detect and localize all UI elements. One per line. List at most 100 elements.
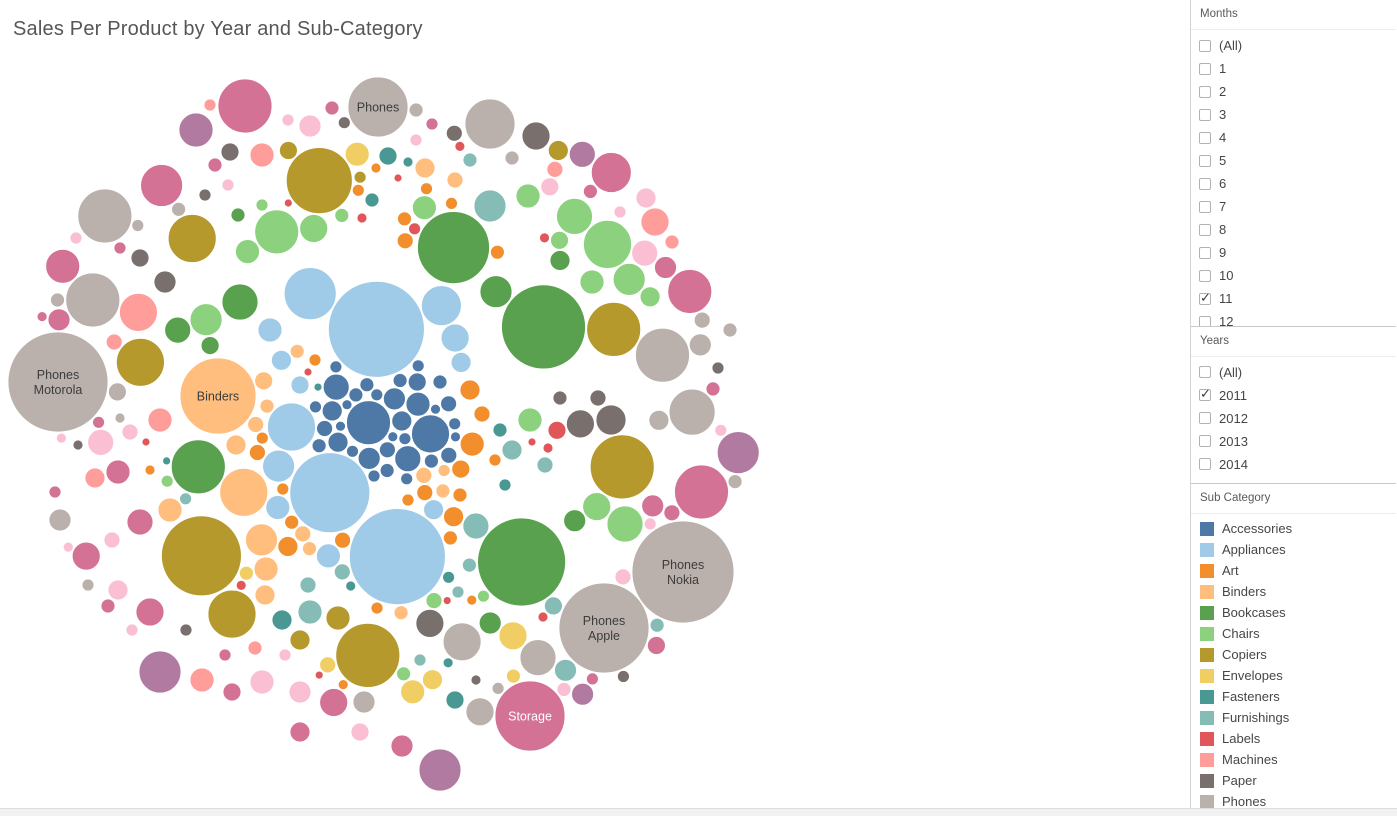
bubble[interactable]: [614, 568, 632, 586]
bubble[interactable]: [222, 682, 242, 702]
bubble[interactable]: [405, 391, 431, 417]
legend-item-copiers[interactable]: Copiers: [1191, 644, 1396, 665]
bubble[interactable]: [571, 682, 594, 706]
bubble[interactable]: [335, 623, 401, 688]
month-option-4[interactable]: 4: [1191, 126, 1396, 149]
bubble[interactable]: [445, 196, 458, 210]
bubble[interactable]: [437, 464, 451, 477]
bubble[interactable]: [353, 170, 367, 184]
bubble[interactable]: [179, 623, 193, 637]
bubble[interactable]: [394, 445, 422, 473]
bubble[interactable]: [283, 198, 293, 208]
bubble[interactable]: [100, 598, 116, 614]
bubble[interactable]: [647, 636, 666, 655]
bubble[interactable]: [519, 639, 557, 676]
bubble[interactable]: [393, 173, 403, 183]
legend-item-binders[interactable]: Binders: [1191, 581, 1396, 602]
bubble[interactable]: [48, 508, 72, 532]
bubble[interactable]: [62, 541, 74, 553]
bubble[interactable]: [299, 214, 329, 243]
bubble[interactable]: [345, 580, 357, 592]
checkbox[interactable]: [1199, 39, 1211, 52]
bubble[interactable]: [370, 162, 382, 174]
bubble[interactable]: [221, 283, 259, 321]
bubble[interactable]: [568, 140, 596, 168]
bubble[interactable]: [200, 336, 220, 356]
bubble[interactable]: [411, 359, 425, 373]
bubble[interactable]: [566, 409, 595, 439]
bubble[interactable]: [278, 141, 298, 160]
bubble[interactable]: [506, 668, 521, 684]
bubble[interactable]: [230, 207, 246, 223]
bubble[interactable]: [451, 585, 465, 599]
bubble[interactable]: [348, 387, 364, 403]
bubble[interactable]: [415, 466, 433, 484]
bubble[interactable]: [267, 402, 316, 452]
bubble[interactable]: [315, 543, 341, 569]
bubble[interactable]: [92, 415, 105, 429]
bubble[interactable]: [420, 285, 462, 327]
legend-item-chairs[interactable]: Chairs: [1191, 623, 1396, 644]
bubble[interactable]: [72, 439, 84, 451]
bubble[interactable]: [125, 623, 139, 637]
bubble[interactable]: [416, 484, 434, 502]
legend-item-art[interactable]: Art: [1191, 560, 1396, 581]
bubble[interactable]: [613, 205, 627, 219]
bubble[interactable]: [554, 658, 577, 682]
bubble[interactable]: [254, 209, 300, 255]
bubble[interactable]: [556, 682, 572, 697]
bubble[interactable]: [589, 389, 607, 407]
bubble[interactable]: [464, 98, 516, 150]
bubble[interactable]: [346, 400, 391, 446]
bubble[interactable]: [356, 212, 368, 224]
bubble[interactable]: [582, 492, 612, 522]
bubble[interactable]: [539, 232, 550, 244]
bubble[interactable]: [612, 262, 646, 296]
bubble[interactable]: [370, 601, 384, 615]
bubble[interactable]: [278, 648, 292, 662]
year-option-2011[interactable]: ✓ 2011: [1191, 384, 1396, 407]
month-option-9[interactable]: 9: [1191, 241, 1396, 264]
bubble[interactable]: [396, 232, 414, 250]
checkbox[interactable]: [1199, 131, 1211, 144]
legend-item-machines[interactable]: Machines: [1191, 749, 1396, 770]
bubble[interactable]: [108, 382, 127, 402]
bubble[interactable]: [319, 688, 349, 717]
bubble[interactable]: [289, 721, 311, 743]
checkbox[interactable]: [1199, 412, 1211, 425]
month-option-2[interactable]: 2: [1191, 80, 1396, 103]
bubble[interactable]: [167, 214, 217, 263]
bubble[interactable]: [450, 431, 461, 443]
bubble[interactable]: [396, 666, 412, 682]
year-option-2012[interactable]: 2012: [1191, 407, 1396, 430]
bubble[interactable]: [48, 485, 62, 499]
year-option-2013[interactable]: 2013: [1191, 430, 1396, 453]
bubble[interactable]: [348, 508, 446, 605]
bubble[interactable]: [648, 409, 670, 431]
bubble[interactable]: [325, 605, 351, 631]
bubble[interactable]: [335, 420, 346, 432]
checkbox-checked[interactable]: ✓: [1199, 290, 1211, 305]
bubble[interactable]: [245, 523, 278, 557]
checkbox[interactable]: [1199, 269, 1211, 282]
bubble[interactable]: [418, 748, 462, 792]
bubble[interactable]: [77, 188, 133, 244]
bubble[interactable]: [257, 317, 283, 343]
bubble[interactable]: [722, 322, 738, 338]
bubble[interactable]: [583, 219, 632, 269]
bubble[interactable]: [344, 141, 370, 167]
month-option-all[interactable]: (All): [1191, 34, 1396, 57]
bubble[interactable]: [262, 449, 296, 483]
bubble[interactable]: [479, 275, 513, 309]
bubble[interactable]: [294, 525, 312, 543]
bubble[interactable]: [674, 464, 729, 520]
bubble[interactable]: [420, 182, 433, 196]
bubble[interactable]: [445, 690, 465, 710]
bubble[interactable]: [473, 405, 491, 423]
bubble[interactable]: [283, 267, 337, 321]
bubble[interactable]: [271, 609, 293, 631]
bubble[interactable]: [382, 387, 406, 411]
bubble[interactable]: [248, 444, 266, 461]
bubble[interactable]: [103, 531, 121, 549]
bubble[interactable]: [549, 250, 571, 271]
